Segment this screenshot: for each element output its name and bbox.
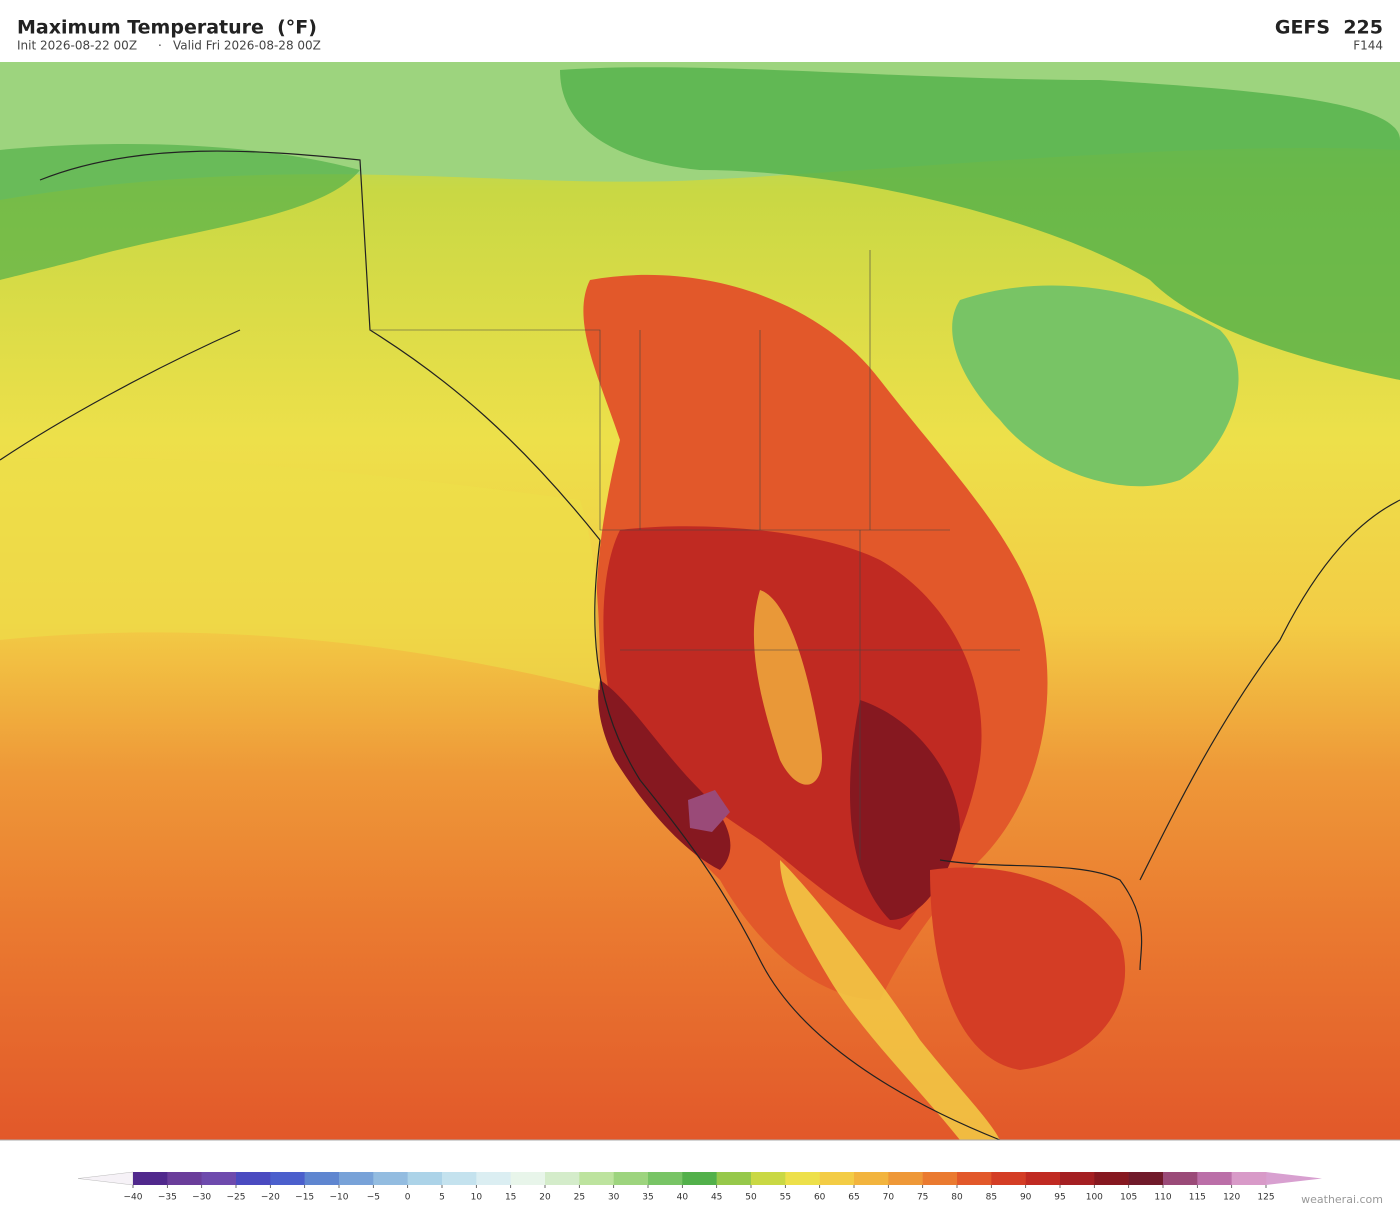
valid-time: Valid Fri 2026-08-28 00Z — [173, 39, 321, 53]
colorbar-bin — [579, 1172, 614, 1185]
rockies-cool — [753, 590, 822, 785]
hudson-bay — [952, 285, 1239, 487]
desert-peak — [688, 790, 730, 832]
colorbar-bin — [476, 1172, 511, 1185]
colorbar-bin — [1094, 1172, 1129, 1185]
coastline — [0, 150, 1400, 1141]
colorbar-bin — [167, 1172, 202, 1185]
colorbar-bin — [407, 1172, 443, 1185]
colorbar-tick-label: 70 — [883, 1193, 895, 1203]
init-time: Init 2026-08-22 00Z — [17, 39, 137, 53]
borders — [370, 250, 1020, 860]
colorbar-bin — [1025, 1172, 1061, 1185]
colorbar-bin — [339, 1172, 374, 1185]
colorbar-bin — [373, 1172, 408, 1185]
colorbar-bin — [613, 1172, 649, 1185]
colorbar-bin — [922, 1172, 958, 1185]
forecast-hour: F144 — [1353, 39, 1383, 53]
colorbar-tick-label: 15 — [505, 1193, 516, 1203]
colorbar: −40 −35 −30 −25 −20 −15 −10 −5 0 5 10 15 20 25 30 35 40 4… — [77, 1171, 1322, 1203]
alaska-north — [0, 144, 360, 280]
colorbar-bin — [991, 1172, 1026, 1185]
colorbar-bin — [682, 1172, 717, 1185]
colorbar-bin — [957, 1172, 992, 1185]
colorbar-tick-label: 55 — [780, 1193, 791, 1203]
colorbar-tick-label: 60 — [814, 1193, 826, 1203]
colorbar-bin — [201, 1172, 237, 1185]
colorbar-bin — [716, 1172, 752, 1185]
texas-hot — [850, 700, 960, 920]
colorbar-tick-label: −15 — [295, 1193, 314, 1203]
colorbar-bin — [785, 1172, 820, 1185]
colorbar-bin — [751, 1172, 786, 1185]
colorbar-tick-label: 110 — [1154, 1193, 1171, 1203]
model-name: GEFS 225 — [1275, 17, 1383, 39]
colorbar-tick-label: 75 — [917, 1193, 928, 1203]
colorbar-tick-label: 65 — [848, 1193, 859, 1203]
colorbar-tick-label: 105 — [1120, 1193, 1137, 1203]
colorbar-tick-label: 120 — [1223, 1193, 1240, 1203]
colorbar-bin — [854, 1172, 889, 1185]
colorbar-tick-label: −35 — [158, 1193, 177, 1203]
colorbar-tick-label: −30 — [192, 1193, 211, 1203]
pacific-band — [0, 457, 600, 690]
colorbar-under — [77, 1171, 134, 1186]
colorbar-bin — [1128, 1172, 1164, 1185]
colorbar-tick-label: −20 — [261, 1193, 280, 1203]
colorbar-tick-label: 85 — [986, 1193, 997, 1203]
gulf-region — [930, 867, 1126, 1070]
colorbar-tick-label: −25 — [227, 1193, 246, 1203]
colorbar-tick-label: −5 — [367, 1193, 380, 1203]
colorbar-bin — [442, 1172, 477, 1185]
colorbar-tick-label: −40 — [124, 1193, 143, 1203]
colorbar-bin — [819, 1172, 855, 1185]
map-field — [0, 62, 1400, 1141]
colorbar-bin — [1163, 1172, 1198, 1185]
colorbar-tick-label: 95 — [1054, 1193, 1065, 1203]
separator: · — [158, 39, 162, 53]
canada-north — [560, 67, 1400, 380]
colorbar-tick-label: 90 — [1020, 1193, 1032, 1203]
colorbar-tick-label: 25 — [574, 1193, 585, 1203]
colorbar-tick-label: −10 — [330, 1193, 349, 1203]
colorbar-tick-label: 100 — [1086, 1193, 1103, 1203]
colorbar-bin — [304, 1172, 340, 1185]
colorbar-tick-label: 115 — [1189, 1193, 1206, 1203]
colorbar-tick-label: 40 — [677, 1193, 689, 1203]
colorbar-bin — [236, 1172, 271, 1185]
mexico-highlands — [780, 860, 1000, 1140]
colorbar-tick-label: 5 — [439, 1193, 445, 1203]
colorbar-tick-label: 80 — [951, 1193, 963, 1203]
colorbar-tick-label: 20 — [539, 1193, 551, 1203]
colorbar-bin — [1231, 1172, 1267, 1185]
colorbar-bin — [1197, 1172, 1232, 1185]
colorbar-tick-label: 10 — [471, 1193, 483, 1203]
colorbar-over — [1266, 1172, 1322, 1185]
colorbar-tick-label: 45 — [711, 1193, 722, 1203]
colorbar-bin — [133, 1172, 168, 1185]
colorbar-tick-label: 50 — [745, 1193, 757, 1203]
colorbar-bin — [270, 1172, 305, 1185]
colorbar-tick-label: 0 — [405, 1193, 411, 1203]
colorbar-bin — [510, 1172, 546, 1185]
colorbar-bin — [648, 1172, 683, 1185]
colorbar-tick-label: 30 — [608, 1193, 620, 1203]
colorbar-tick-label: 125 — [1257, 1193, 1274, 1203]
colorbar-bin — [545, 1172, 580, 1185]
colorbar-bin — [888, 1172, 923, 1185]
colorbar-tick-label: 35 — [642, 1193, 653, 1203]
credit: weatherai.com — [1301, 1193, 1383, 1206]
title: Maximum Temperature (°F) — [17, 17, 317, 39]
colorbar-bin — [1060, 1172, 1095, 1185]
